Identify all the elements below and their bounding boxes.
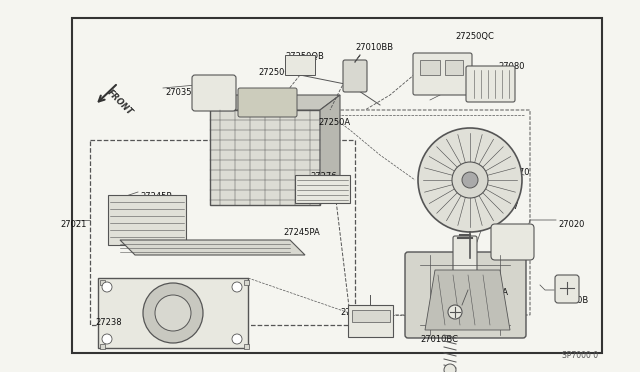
Text: 27250Q: 27250Q: [258, 68, 291, 77]
FancyBboxPatch shape: [238, 88, 297, 117]
FancyBboxPatch shape: [192, 75, 236, 111]
Text: 27010BC: 27010BC: [420, 335, 458, 344]
Text: 27010BB: 27010BB: [355, 43, 393, 52]
Text: 27245P: 27245P: [140, 192, 172, 201]
FancyBboxPatch shape: [343, 60, 367, 92]
FancyBboxPatch shape: [555, 275, 579, 303]
Circle shape: [143, 283, 203, 343]
Text: 27077: 27077: [492, 202, 518, 211]
Bar: [420, 60, 440, 75]
Text: 27035M: 27035M: [165, 88, 199, 97]
Circle shape: [102, 282, 112, 292]
FancyBboxPatch shape: [405, 252, 526, 338]
Text: SP7000 0: SP7000 0: [562, 351, 598, 360]
Circle shape: [155, 295, 191, 331]
FancyBboxPatch shape: [413, 53, 472, 95]
Bar: [108, 195, 186, 245]
Circle shape: [102, 334, 112, 344]
Bar: [100, 280, 105, 285]
Text: 27250QB: 27250QB: [285, 52, 324, 61]
Text: 27245PA: 27245PA: [283, 228, 320, 237]
Bar: [295, 175, 350, 203]
Circle shape: [418, 128, 522, 232]
Text: 27035: 27035: [508, 228, 534, 237]
Text: 27080: 27080: [498, 62, 525, 71]
Text: 270200: 270200: [340, 308, 372, 317]
Text: 27021: 27021: [60, 220, 86, 229]
Text: FRONT: FRONT: [105, 88, 134, 117]
FancyBboxPatch shape: [466, 66, 515, 102]
Text: 27010BA: 27010BA: [470, 288, 508, 297]
Bar: [285, 55, 315, 75]
Circle shape: [232, 282, 242, 292]
Text: 27010B: 27010B: [556, 296, 588, 305]
Bar: [352, 310, 390, 322]
Polygon shape: [320, 95, 340, 205]
FancyBboxPatch shape: [453, 236, 477, 272]
Text: 27250A: 27250A: [318, 118, 350, 127]
Bar: [72, 18, 602, 353]
Text: 27238: 27238: [95, 318, 122, 327]
Bar: [98, 278, 248, 348]
Text: 27250QC: 27250QC: [455, 32, 494, 41]
Bar: [445, 60, 463, 75]
Polygon shape: [210, 95, 340, 110]
Text: 27020: 27020: [558, 220, 584, 229]
FancyBboxPatch shape: [491, 224, 534, 260]
Bar: [90, 140, 355, 325]
Bar: [244, 280, 249, 285]
Bar: [244, 344, 249, 349]
Bar: [348, 305, 393, 337]
Circle shape: [452, 162, 488, 198]
Bar: [100, 344, 105, 349]
Circle shape: [448, 305, 462, 319]
Circle shape: [462, 172, 478, 188]
Polygon shape: [425, 270, 510, 330]
Circle shape: [444, 364, 456, 372]
Circle shape: [232, 334, 242, 344]
Text: 27276: 27276: [310, 172, 337, 181]
Polygon shape: [120, 240, 305, 255]
Bar: [210, 110, 320, 205]
Text: 27080G: 27080G: [448, 82, 481, 91]
Text: 27070: 27070: [503, 168, 529, 177]
